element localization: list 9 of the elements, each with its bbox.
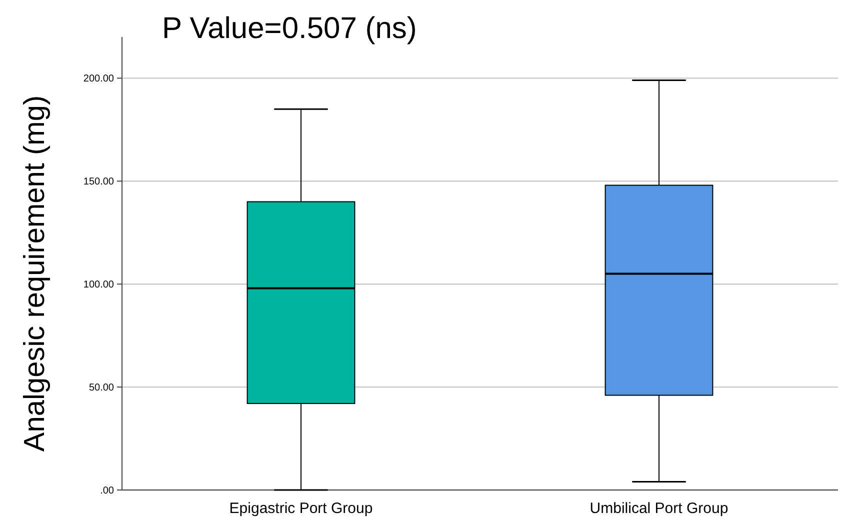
x-tick-label: Epigastric Port Group: [229, 500, 373, 517]
y-tick-label: .00: [100, 486, 114, 496]
chart-title: P Value=0.507 (ns): [162, 12, 417, 45]
x-tick-label: Umbilical Port Group: [590, 500, 728, 517]
y-axis-title: Analgesic requirement (mg): [19, 95, 51, 452]
y-tick-label: 100.00: [83, 280, 114, 291]
y-tick-label: 50.00: [88, 382, 114, 394]
y-tick-label: 200.00: [83, 74, 114, 85]
y-tick-label: 150.00: [83, 176, 114, 188]
